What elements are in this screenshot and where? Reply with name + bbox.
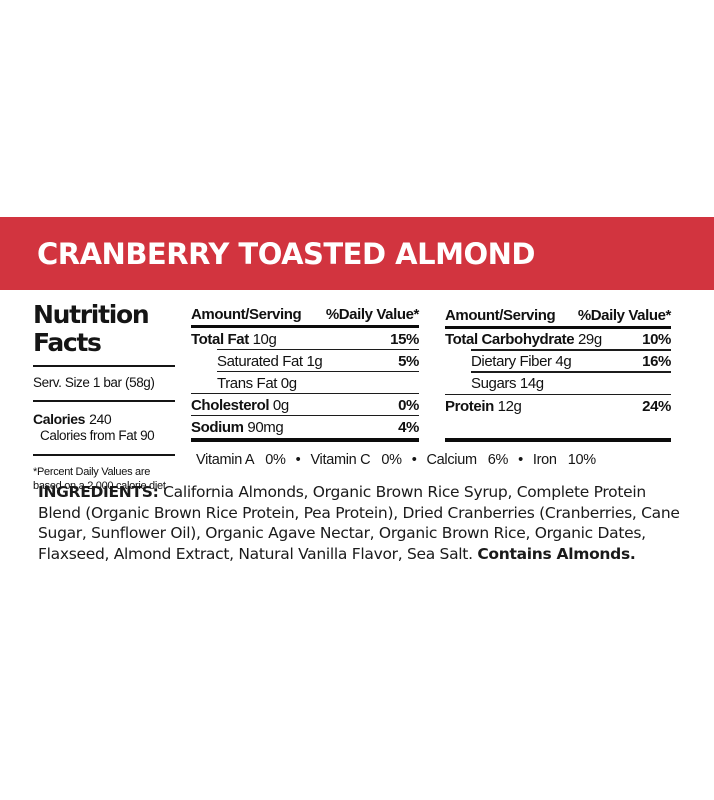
bullet-separator: • (295, 452, 301, 468)
nutrition-facts-panel: Nutrition Facts Serv. Size 1 bar (58g) C… (33, 300, 175, 494)
vitamin-label: Vitamin C (310, 452, 371, 468)
table-row: Total Fat 10g 15% (191, 328, 419, 351)
table-row: Saturated Fat 1g 5% (191, 350, 419, 373)
vitamin-label: Iron (532, 452, 557, 468)
calories-label: Calories (33, 410, 86, 427)
nutrition-table-fats: Amount/Serving %Daily Value* Total Fat 1… (191, 302, 419, 442)
vitamin-value: 10% (567, 452, 596, 468)
calories-value: 240 (89, 410, 112, 427)
divider (33, 453, 175, 456)
vitamin-value: 0% (381, 452, 402, 468)
nutrition-table-carbs: Amount/Serving %Daily Value* Total Carbo… (445, 302, 671, 442)
flavor-banner: CRANBERRY TOASTED ALMOND (0, 217, 714, 290)
serving-size: Serv. Size 1 bar (58g) (33, 374, 155, 390)
table-row: Sugars 14g (445, 373, 671, 396)
calories-from-fat: Calories from Fat 90 (40, 427, 155, 443)
table-row: Dietary Fiber 4g 16% (445, 351, 671, 374)
table-header: Amount/Serving %Daily Value* (191, 302, 420, 329)
vitamin-value: 0% (265, 452, 286, 468)
header-amount: Amount/Serving (445, 306, 556, 324)
bullet-separator: • (518, 452, 523, 468)
table-row: Sodium 90mg 4% (191, 418, 419, 436)
calories-line: Calories 240 (33, 408, 175, 427)
ingredients-body: California Almonds, Organic Brown Rice S… (38, 483, 680, 563)
daily-value-footnote: *Percent Daily Values are based on a 2,0… (33, 465, 166, 493)
vitamin-label: Vitamin A (196, 452, 255, 468)
contains-statement: Contains Almonds. (477, 544, 636, 563)
flavor-title: CRANBERRY TOASTED ALMOND (37, 236, 535, 271)
bullet-separator: • (411, 452, 417, 468)
vitamins-line: Vitamin A 0% • Vitamin C 0% • Calcium 6% • Iron 10… (196, 452, 596, 468)
divider (33, 399, 175, 402)
ingredients-label: INGREDIENTS: (38, 483, 159, 501)
header-daily-value: %Daily Value* (577, 306, 672, 324)
ingredients-paragraph: INGREDIENTS: California Almonds, Organic… (38, 482, 690, 564)
table-row: Trans Fat 0g (191, 372, 419, 395)
table-header: Amount/Serving %Daily Value* (445, 302, 671, 329)
header-daily-value: %Daily Value* (325, 306, 420, 324)
header-amount: Amount/Serving (191, 306, 302, 324)
table-row: Cholesterol 0g 0% (191, 394, 419, 417)
vitamin-label: Calcium (426, 452, 477, 468)
table-row: Protein 12g 24% (445, 397, 671, 415)
divider (33, 364, 175, 367)
vitamin-value: 6% (487, 452, 509, 468)
table-row: Total Carbohydrate 29g 10% (445, 329, 671, 351)
nutrition-facts-title: Nutrition Facts (33, 300, 150, 358)
